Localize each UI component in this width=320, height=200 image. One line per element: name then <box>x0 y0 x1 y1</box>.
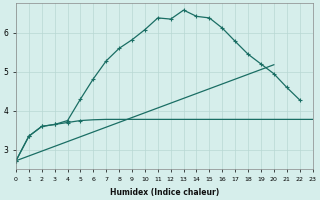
X-axis label: Humidex (Indice chaleur): Humidex (Indice chaleur) <box>110 188 219 197</box>
